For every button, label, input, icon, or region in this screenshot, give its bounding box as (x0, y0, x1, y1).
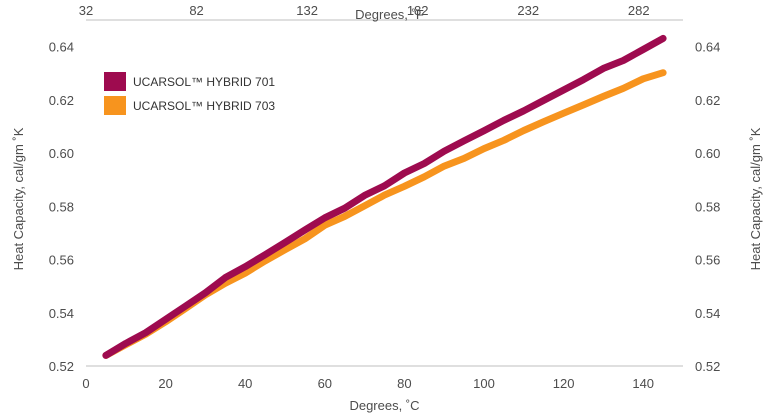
x-tick-label: 80 (397, 376, 411, 391)
x2-tick-label: 82 (189, 3, 203, 18)
x2-tick-label: 232 (517, 3, 539, 18)
tick-labels: 0 20 40 60 80 100 120 140 32 82 132 182 232 282 0.52 0.… (49, 3, 721, 391)
x-tick-label: 60 (318, 376, 332, 391)
x-tick-label: 120 (553, 376, 575, 391)
series-lines (102, 34, 667, 359)
series-line-hybrid-701 (102, 34, 667, 359)
x-tick-label: 20 (158, 376, 172, 391)
legend-label-hybrid-701: UCARSOL™ HYBRID 701 (133, 75, 275, 89)
y2-tick-label: 0.54 (695, 306, 720, 321)
bottom-x-axis-title: Degrees, ˚C (349, 398, 419, 413)
y-tick-label: 0.56 (49, 253, 74, 268)
top-x-axis-title: Degrees, ˚F (355, 7, 424, 22)
y2-tick-label: 0.62 (695, 93, 720, 108)
x2-tick-label: 32 (79, 3, 93, 18)
y-tick-label: 0.64 (49, 40, 74, 55)
legend-swatch-hybrid-703 (104, 96, 126, 115)
left-y-axis-title: Heat Capacity, cal/gm ˚K (11, 127, 26, 270)
y2-tick-label: 0.60 (695, 146, 720, 161)
y2-tick-label: 0.56 (695, 253, 720, 268)
legend-label-hybrid-703: UCARSOL™ HYBRID 703 (133, 99, 275, 113)
right-y-axis-title: Heat Capacity, cal/gm ˚K (748, 127, 763, 270)
x2-tick-label: 132 (296, 3, 318, 18)
axes (86, 19, 683, 367)
y2-tick-label: 0.64 (695, 40, 720, 55)
x-tick-label: 140 (632, 376, 654, 391)
y-tick-label: 0.52 (49, 359, 74, 374)
x-tick-label: 40 (238, 376, 252, 391)
y2-tick-label: 0.52 (695, 359, 720, 374)
y-tick-label: 0.60 (49, 146, 74, 161)
x-tick-label: 0 (82, 376, 89, 391)
legend-swatch-hybrid-701 (104, 72, 126, 91)
x2-tick-label: 282 (628, 3, 650, 18)
x-tick-label: 100 (473, 376, 495, 391)
y2-tick-label: 0.58 (695, 199, 720, 214)
y-tick-label: 0.58 (49, 199, 74, 214)
y-tick-label: 0.54 (49, 306, 74, 321)
series-line-hybrid-703 (102, 69, 667, 359)
x2-tick-label: 182 (407, 3, 429, 18)
y-tick-label: 0.62 (49, 93, 74, 108)
legend: UCARSOL™ HYBRID 701 UCARSOL™ HYBRID 703 (104, 72, 275, 115)
